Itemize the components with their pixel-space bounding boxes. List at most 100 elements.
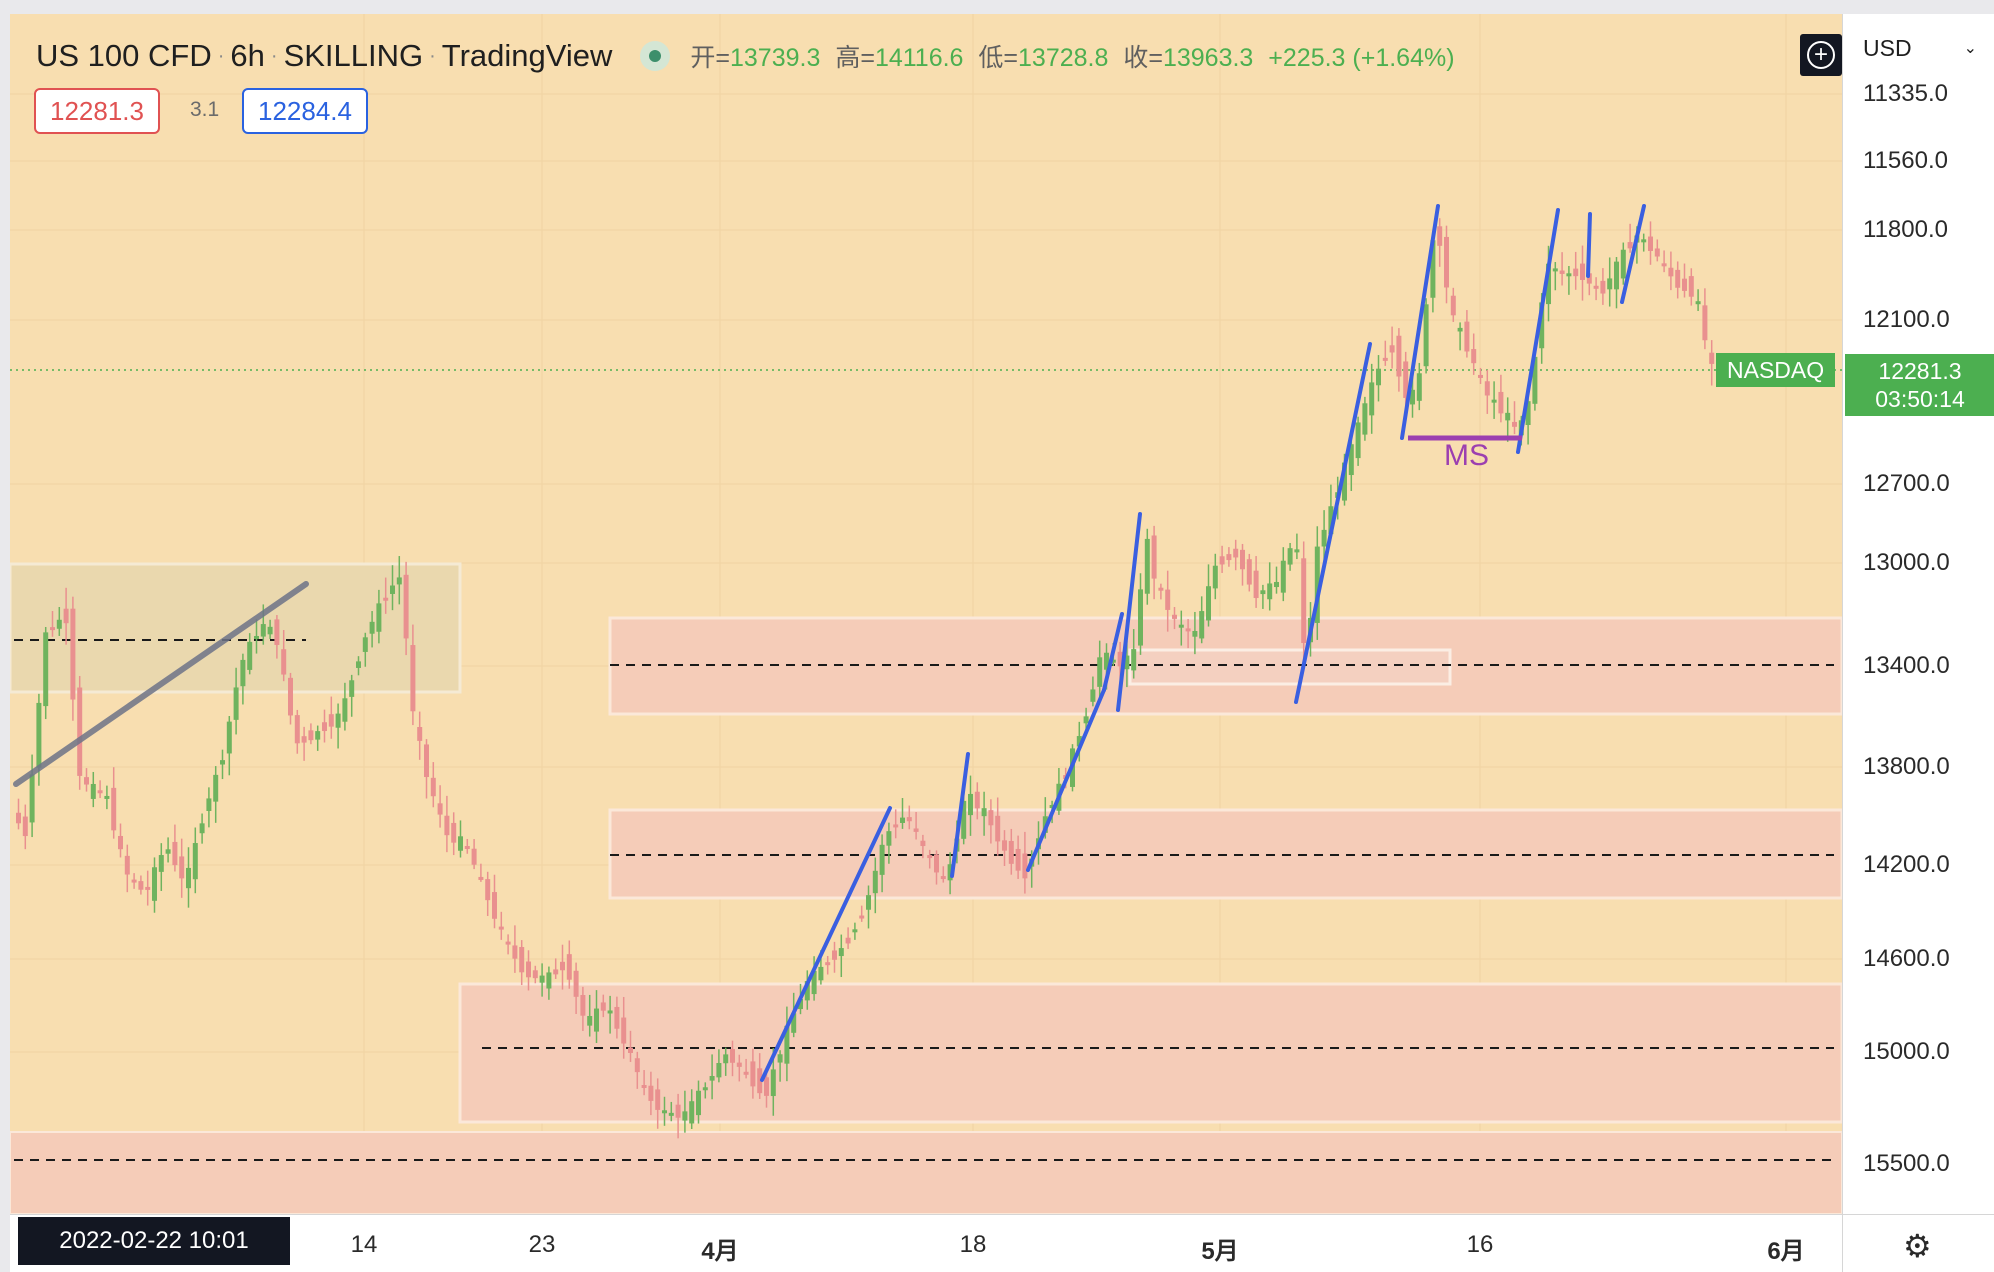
candle-body <box>1403 361 1409 398</box>
candle-body <box>1471 349 1477 364</box>
trend-line-7[interactable] <box>1400 204 1440 440</box>
chart-plot-area[interactable]: US 100 CFD · 6h · SKILLING · TradingView… <box>10 14 1842 1214</box>
candle-body <box>512 945 518 959</box>
candle-body <box>947 864 953 881</box>
trend-line-6[interactable] <box>1294 342 1372 704</box>
trend-line-9[interactable] <box>1586 212 1592 278</box>
candle-body <box>1240 549 1245 570</box>
price-axis[interactable]: USD ⌄ 11335.0 11560.0 11800.0 12100.0 12700.… <box>1842 14 1994 1214</box>
candle-body <box>1457 327 1463 332</box>
candle-body <box>1552 268 1558 272</box>
chevron-down-icon: ⌄ <box>1963 40 1977 57</box>
candle-body <box>342 698 348 722</box>
blue-trend-lines[interactable] <box>760 204 1646 1082</box>
trend-line-8[interactable] <box>1516 208 1560 454</box>
candle-body <box>1301 558 1307 643</box>
candle-body <box>505 941 511 945</box>
trend-line-2[interactable] <box>950 752 970 878</box>
high-label: 高= <box>835 44 875 72</box>
candle-body <box>1117 651 1123 667</box>
candle-body <box>1192 630 1198 637</box>
candle-body <box>716 1063 722 1078</box>
change-value: +225.3 (+1.64%) <box>1268 44 1455 72</box>
candle-body <box>1620 249 1626 279</box>
candle-body <box>50 627 55 631</box>
trend-line-10[interactable] <box>1620 204 1646 304</box>
price-tick-label: 13000.0 <box>1863 549 1950 576</box>
candle-body <box>750 1061 756 1087</box>
status-dot-icon[interactable] <box>640 41 671 71</box>
candle-body <box>376 603 382 632</box>
candle-body <box>77 687 83 776</box>
candle-body <box>1450 295 1456 316</box>
interval-label[interactable]: 6h <box>230 38 265 73</box>
time-tick-label: 6月 <box>1767 1238 1805 1265</box>
candle-body <box>1498 391 1504 414</box>
price-tick-label: 12100.0 <box>1863 306 1950 333</box>
time-tick-label: 16 <box>1466 1231 1494 1258</box>
add-button[interactable]: + <box>1800 34 1842 76</box>
candle-body <box>573 970 579 997</box>
candle-body <box>1416 373 1422 401</box>
candle-body <box>1661 263 1667 267</box>
candle-body <box>1641 239 1647 243</box>
gray-trend-line[interactable] <box>13 581 309 787</box>
candle-body <box>1124 655 1130 670</box>
candle-body <box>437 803 443 815</box>
candle-body <box>485 879 491 901</box>
candle-body <box>410 645 416 712</box>
currency-dropdown[interactable]: USD ⌄ <box>1855 28 1985 68</box>
supply-zone-4 <box>10 1131 1842 1214</box>
chart-canvas[interactable] <box>10 14 1842 1214</box>
candle-body <box>63 608 69 624</box>
time-tick-label: 4月 <box>701 1238 739 1265</box>
price-tick-label: 14600.0 <box>1863 945 1950 972</box>
candle-body <box>1688 276 1694 297</box>
candle-body <box>22 816 28 837</box>
time-axis[interactable]: 2022-02-22 10:01 14 23 4月 18 5月 16 6月 <box>10 1214 1842 1272</box>
trend-line-1[interactable] <box>760 806 892 1082</box>
candle-body <box>1369 382 1375 416</box>
candle-body <box>1668 267 1674 277</box>
candle-body <box>811 970 817 995</box>
candle-body <box>1015 848 1021 871</box>
trend-line-4[interactable] <box>1102 612 1124 692</box>
candle-body <box>900 817 905 823</box>
gear-icon[interactable]: ⚙ <box>1903 1228 1932 1264</box>
chart-window: US 100 CFD · 6h · SKILLING · TradingView… <box>10 14 1994 1272</box>
candle-body <box>152 867 157 901</box>
candle-body <box>546 972 552 989</box>
buy-price-button[interactable]: 12284.4 <box>242 88 368 134</box>
candle-body <box>1675 269 1681 288</box>
trend-line-3[interactable] <box>1026 688 1106 872</box>
candle-body <box>655 1089 661 1110</box>
candle-body <box>532 970 538 979</box>
candle-body <box>560 961 565 971</box>
candle-body <box>383 597 389 601</box>
candle-body <box>1505 412 1511 421</box>
supply-zone-3 <box>458 982 1842 1124</box>
sell-price-button[interactable]: 12281.3 <box>34 88 160 134</box>
candle-body <box>709 1075 715 1081</box>
candle-body <box>1342 462 1347 501</box>
candle-body <box>621 1017 627 1044</box>
candle-body <box>893 824 899 828</box>
candle-body <box>451 822 457 843</box>
trend-line-5[interactable] <box>1116 512 1142 712</box>
candle-body <box>220 760 225 765</box>
candle-body <box>90 783 96 799</box>
candle-body <box>315 731 321 740</box>
candle-body <box>1110 659 1116 663</box>
candle-body <box>587 1015 593 1026</box>
candle-body <box>16 812 21 824</box>
price-tick-label: 12700.0 <box>1863 470 1950 497</box>
candle-body <box>1185 628 1191 632</box>
candle-body <box>1328 506 1334 535</box>
candle-body <box>1573 268 1579 277</box>
candle-body <box>1049 805 1055 809</box>
symbol-name[interactable]: US 100 CFD <box>36 38 212 73</box>
candle-body <box>478 876 484 880</box>
candle-body <box>1423 304 1429 367</box>
candle-body <box>934 854 939 873</box>
candle-body <box>852 929 858 933</box>
